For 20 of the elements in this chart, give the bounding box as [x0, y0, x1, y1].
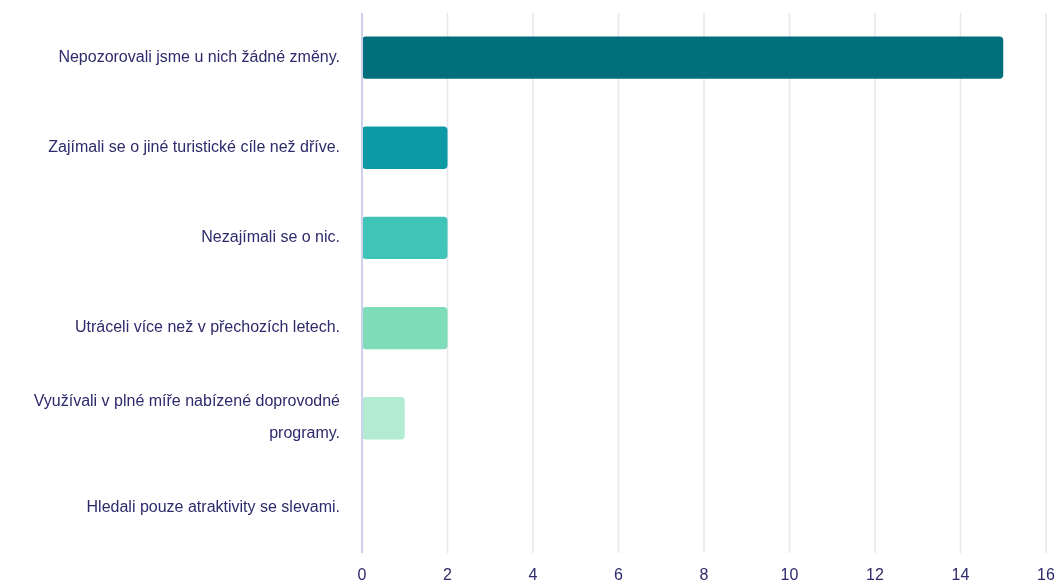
x-tick-label: 16	[1037, 566, 1055, 583]
x-tick-label: 8	[699, 566, 709, 583]
bar	[362, 306, 448, 350]
x-tick-label: 4	[528, 566, 538, 583]
x-tick-label: 10	[780, 566, 799, 583]
x-tick-label: 2	[443, 566, 453, 583]
y-tick-label: Zajímali se o jiné turistické cíle než dříve.	[48, 137, 340, 156]
x-tick-label: 14	[951, 566, 970, 583]
y-tick-label: Využívali v plné míře nabízené doprovodné programy.	[33, 392, 341, 442]
bar	[362, 216, 448, 260]
y-tick-label: Utráceli více než v přechozích letech.	[74, 318, 340, 336]
bar	[362, 36, 1004, 79]
bar	[362, 126, 448, 169]
x-tick-label: 12	[866, 566, 884, 583]
bar	[362, 397, 405, 440]
y-tick-label: Nepozorovali jsme u nich žádné změny.	[58, 47, 340, 65]
y-tick-label: Hledali pouze atraktivity se slevami.	[86, 498, 340, 516]
y-tick-label: Nezajímali se o nic.	[201, 228, 340, 246]
x-tick-label: 0	[357, 566, 367, 583]
x-tick-label: 6	[614, 566, 624, 583]
